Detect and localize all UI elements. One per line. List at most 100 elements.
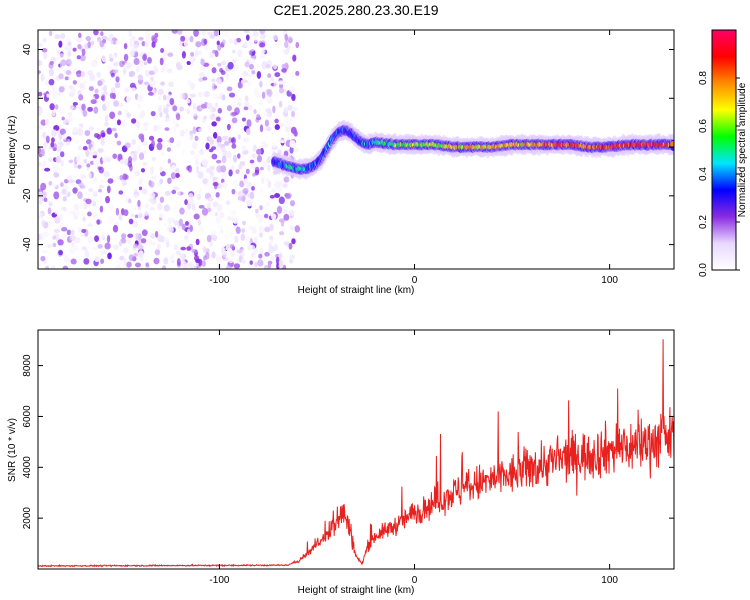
spectrogram-noise-cell [290, 116, 296, 121]
spectrogram-noise-cell [249, 260, 253, 265]
spectrogram-noise-cell [258, 101, 264, 106]
spectrogram-noise-cell [232, 154, 238, 163]
spectrogram-noise-cell [119, 175, 124, 181]
spectrogram-noise-cell [212, 181, 219, 187]
spectrogram-noise-cell [255, 92, 262, 99]
spectrogram-noise-cell [211, 78, 216, 83]
spectrogram-noise-cell [278, 259, 284, 267]
spectrogram-noise-cell [77, 128, 84, 136]
snr-series-line [38, 339, 674, 568]
spectrogram-noise-cell [276, 205, 283, 214]
spectrogram-noise-cell [136, 144, 141, 152]
spectrogram-noise-cell [97, 80, 103, 87]
spectrogram-noise-cell [74, 210, 80, 217]
spectrogram-noise-cell [221, 155, 227, 164]
spectrogram-noise-cell [124, 142, 131, 149]
spectrogram-noise-cell [49, 60, 54, 65]
spectrogram-x-axis-label: Height of straight line (km) [298, 285, 415, 296]
spectrogram-noise-cell [241, 228, 246, 234]
spectrogram-noise-cell [283, 241, 290, 246]
spectrogram-noise-cell [64, 76, 69, 81]
spectrogram-noise-cell [230, 138, 235, 143]
spectrogram-noise-cell [81, 228, 87, 233]
spectrogram-noise-cell [88, 150, 93, 156]
spectrogram-noise-cell [211, 186, 216, 195]
spectrogram-noise-cell [226, 216, 234, 221]
spectrogram-noise-cell [294, 225, 300, 233]
spectrogram-noise-cell [267, 73, 272, 78]
spectrogram-noise-cell [169, 97, 175, 106]
spectrogram-noise-cell [146, 33, 153, 38]
spectrogram-noise-cell [138, 133, 145, 140]
spectrogram-noise-cell [133, 194, 138, 199]
spectrogram-noise-cell [252, 172, 256, 177]
spectrogram-noise-cell [243, 42, 248, 48]
spectrogram-noise-cell [217, 78, 222, 85]
spectrogram-noise-cell [135, 66, 140, 73]
spectrogram-noise-cell [289, 254, 296, 260]
snr-y-axis-label: SNR (10 * v/v) [7, 418, 18, 482]
spectrogram-noise-cell [150, 111, 156, 117]
spectrogram-noise-cell [270, 256, 276, 260]
spectrogram-noise-cell [81, 184, 86, 189]
spectrogram-noise-cell [167, 158, 172, 164]
spectrogram-noise-cell [51, 137, 55, 143]
spectrogram-noise-cell [38, 70, 42, 74]
spectrogram-noise-cell [256, 155, 262, 163]
spectrogram-noise-cell [128, 70, 136, 77]
spectrogram-noise-cell [108, 204, 114, 210]
spectrogram-noise-cell [110, 73, 115, 78]
spectrogram-noise-cell [194, 99, 200, 105]
spectrogram-noise-cell [269, 194, 275, 199]
spectrogram-noise-cell [183, 39, 190, 48]
spectrogram-noise-cell [283, 208, 288, 215]
spectrogram-noise-cell [159, 166, 163, 173]
spectrogram-noise-cell [239, 180, 245, 188]
spectrogram-noise-cell [39, 212, 43, 218]
spectrogram-noise-cell [249, 191, 255, 200]
spectrogram-noise-cell [42, 231, 49, 238]
spectrogram-noise-cell [137, 244, 144, 250]
spectrogram-noise-cell [166, 147, 172, 152]
spectrogram-noise-cell [113, 244, 119, 251]
spectrogram-noise-cell [72, 187, 78, 194]
spectrogram-noise-cell [217, 142, 222, 148]
spectrogram-noise-cell [263, 213, 269, 219]
spectrogram-noise-cell [163, 237, 169, 244]
spectrogram-noise-cell [244, 95, 249, 102]
spectrogram-noise-cell [59, 128, 66, 135]
spectrogram-noise-cell [288, 242, 293, 250]
spectrogram-noise-cell [265, 107, 272, 114]
spectrogram-noise-cell [208, 210, 216, 217]
spectrogram-noise-cell [175, 173, 180, 178]
spectrogram-noise-cell [38, 142, 41, 147]
spectrogram-noise-cell [56, 91, 61, 97]
spectrogram-noise-cell [203, 38, 208, 45]
spectrogram-noise-cell [244, 235, 251, 243]
spectrogram-noise-cell [278, 253, 283, 260]
spectrogram-noise-cell [269, 223, 274, 232]
spectrogram-noise-cell [173, 220, 180, 226]
spectrogram-noise-cell [171, 30, 178, 34]
spectrogram-noise-cell [67, 111, 72, 118]
spectrogram-noise-cell [215, 116, 221, 122]
spectrogram-noise-cell [184, 128, 189, 134]
spectrogram-noise-cell [87, 211, 92, 217]
spectrogram-noise-cell [175, 113, 181, 121]
spectrogram-noise-cell [47, 207, 52, 215]
spectrogram-noise-cell [254, 36, 258, 43]
spectrogram-noise-cell [231, 188, 236, 195]
spectrogram-noise-cell [99, 205, 104, 213]
spectrogram-noise-cell [71, 242, 75, 247]
spectrogram-noise-cell [59, 53, 65, 59]
spectrogram-noise-cell [186, 108, 191, 115]
spectrogram-noise-cell [267, 96, 273, 104]
spectrogram-noise-cell [134, 214, 139, 219]
spectrogram-noise-cell [211, 153, 218, 160]
spectrogram-noise-cell [222, 181, 226, 186]
spectrogram-noise-cell [284, 33, 288, 42]
spectrogram-noise-cell [80, 174, 86, 180]
spectrogram-noise-cell [172, 53, 179, 60]
spectrogram-noise-cell [42, 191, 47, 198]
spectrogram-noise-cell [99, 40, 105, 48]
